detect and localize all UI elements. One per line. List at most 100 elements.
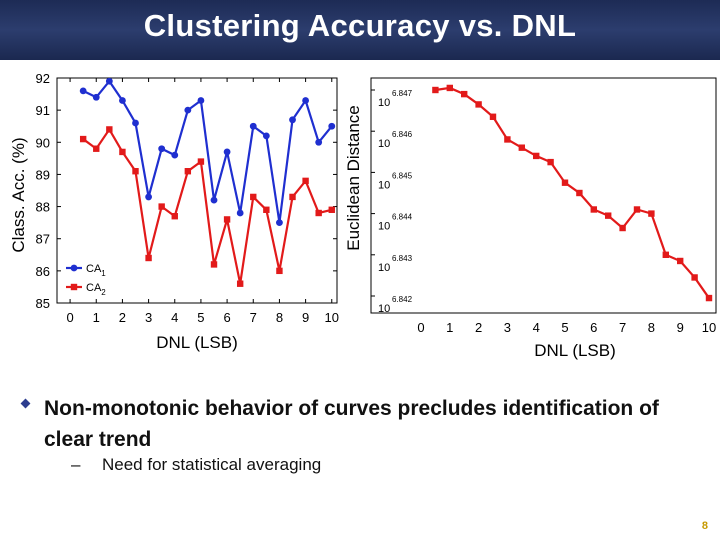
left-series-1-point xyxy=(105,77,113,85)
left-series-1-point xyxy=(249,122,257,130)
left-ytick-label: 86 xyxy=(36,264,50,279)
chart-right-ylabel: Euclidean Distance xyxy=(344,105,363,251)
right-ytick-base: 10 xyxy=(378,221,390,233)
right-ytick-exponent: 6.847 xyxy=(392,89,413,98)
right-series-point xyxy=(504,136,511,143)
left-xtick-label: 1 xyxy=(93,310,100,325)
left-xtick-label: 0 xyxy=(66,310,73,325)
left-series-1-point xyxy=(171,151,179,159)
left-series-1-point xyxy=(328,122,336,130)
right-xtick-label: 10 xyxy=(702,320,716,335)
page-number: 8 xyxy=(701,520,708,532)
left-series-2-point xyxy=(236,280,244,287)
left-series-2-point xyxy=(184,168,192,175)
right-series-point xyxy=(677,257,684,265)
right-series-point xyxy=(561,179,569,186)
left-xtick-label: 3 xyxy=(145,310,152,325)
right-series-point xyxy=(432,86,439,94)
right-xtick-label: 5 xyxy=(561,320,568,335)
left-series-2-point xyxy=(328,206,335,213)
left-series-1-point xyxy=(276,219,283,227)
chart-right-xlabel: DNL (LSB) xyxy=(534,341,616,360)
left-series-2-point xyxy=(197,158,205,165)
left-xtick-label: 8 xyxy=(276,310,283,325)
right-series-point xyxy=(576,189,583,197)
left-ytick-label: 92 xyxy=(36,71,50,86)
right-xtick-label: 4 xyxy=(533,320,540,335)
right-ytick-exponent: 6.845 xyxy=(392,171,413,180)
right-series-point xyxy=(633,206,641,213)
left-series-1-point xyxy=(119,97,126,104)
right-series-point xyxy=(533,152,540,160)
chart-left-frame xyxy=(56,77,338,304)
right-ytick-base: 10 xyxy=(378,262,390,274)
left-xtick-label: 9 xyxy=(302,310,309,325)
legend-marker-2 xyxy=(70,283,78,291)
left-series-2-point xyxy=(302,177,309,185)
right-ytick-exponent: 6.844 xyxy=(392,213,413,222)
left-series-2-point xyxy=(106,126,113,133)
left-xtick-label: 10 xyxy=(325,310,339,325)
right-series-point xyxy=(518,144,525,151)
right-ytick-base: 10 xyxy=(378,138,390,150)
right-ytick-exponent: 6.842 xyxy=(392,295,413,304)
left-series-1-point xyxy=(262,132,270,140)
left-xtick-label: 7 xyxy=(250,310,257,325)
left-series-2-point xyxy=(263,206,270,213)
left-series-2-point xyxy=(276,267,283,275)
right-ytick-base: 10 xyxy=(378,179,390,191)
right-xtick-label: 7 xyxy=(619,320,626,335)
right-series-point xyxy=(605,212,612,219)
left-ytick-label: 91 xyxy=(36,103,50,118)
left-series-2-point xyxy=(289,193,296,201)
legend-label-1: CA1 xyxy=(86,263,106,278)
right-series-point xyxy=(662,251,669,258)
sub-bullet-dash: – xyxy=(71,455,81,474)
chart-right-frame xyxy=(370,77,717,314)
right-series-point xyxy=(705,294,713,302)
left-ytick-label: 89 xyxy=(36,167,50,182)
slide-title: Clustering Accuracy vs. DNL xyxy=(143,8,577,43)
bullet-text: Non-monotonic behavior of curves preclud… xyxy=(44,397,659,451)
left-series-1-point xyxy=(302,97,309,104)
left-series-1-point xyxy=(158,145,166,153)
left-series-2-point xyxy=(210,261,218,268)
chart-left-xlabel: DNL (LSB) xyxy=(156,333,238,352)
left-series-2-point xyxy=(145,254,152,262)
left-series-2-point xyxy=(158,203,165,210)
left-ytick-label: 87 xyxy=(36,232,50,247)
right-series-point xyxy=(475,101,482,108)
left-series-1-point xyxy=(289,116,296,124)
right-xtick-label: 3 xyxy=(504,320,511,335)
right-xtick-label: 2 xyxy=(475,320,482,335)
right-series-point xyxy=(691,274,698,281)
right-xtick-label: 0 xyxy=(417,320,424,335)
left-ytick-label: 88 xyxy=(36,200,50,215)
left-xtick-label: 6 xyxy=(223,310,230,325)
left-series-1-point xyxy=(210,196,218,204)
right-series-point xyxy=(590,206,597,213)
right-ytick-exponent: 6.843 xyxy=(392,254,413,263)
left-series-2-point xyxy=(132,168,139,175)
left-series-1-point xyxy=(79,87,87,95)
right-series-point xyxy=(461,90,468,98)
left-series-2-point xyxy=(250,193,257,201)
right-ytick-exponent: 6.846 xyxy=(392,130,413,139)
title-bar: Clustering Accuracy vs. DNL xyxy=(0,0,720,60)
right-xtick-label: 6 xyxy=(590,320,597,335)
legend-marker-1 xyxy=(70,264,78,272)
right-series-point xyxy=(446,84,453,92)
right-xtick-label: 9 xyxy=(677,320,684,335)
right-series-point xyxy=(619,224,626,232)
left-series-1-point xyxy=(197,97,205,104)
left-series-2-point xyxy=(315,209,322,217)
left-xtick-label: 4 xyxy=(171,310,178,325)
left-series-2-point xyxy=(171,213,178,220)
left-series-1-point xyxy=(132,119,139,127)
bullet-diamond-icon xyxy=(20,398,31,409)
right-ytick-base: 10 xyxy=(378,97,390,109)
right-series-point xyxy=(547,158,554,166)
left-series-line-2 xyxy=(82,127,333,284)
